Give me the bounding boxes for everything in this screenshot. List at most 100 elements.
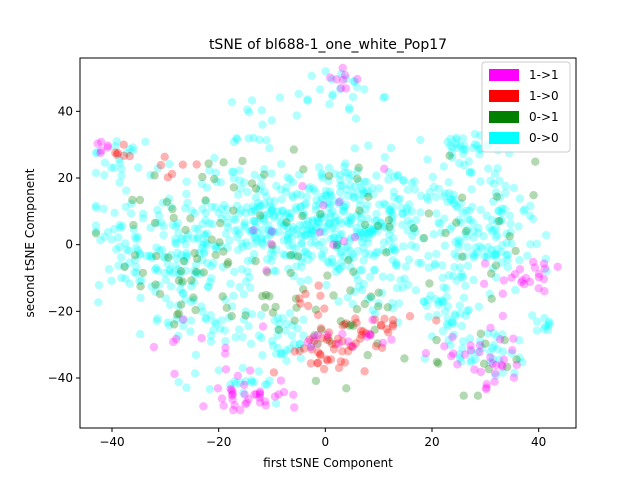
scatter-point xyxy=(197,334,206,343)
scatter-point xyxy=(190,224,200,233)
scatter-point xyxy=(249,133,258,143)
scatter-point xyxy=(383,303,392,312)
scatter-point xyxy=(217,242,226,251)
scatter-point xyxy=(491,252,500,261)
scatter-point xyxy=(311,205,320,215)
scatter-point xyxy=(398,220,407,229)
scatter-point xyxy=(298,211,307,221)
scatter-point xyxy=(541,322,550,331)
scatter-point xyxy=(229,167,238,176)
scatter-point xyxy=(468,218,478,227)
scatter-point xyxy=(508,346,517,355)
scatter-point xyxy=(116,223,125,232)
scatter-point xyxy=(386,206,395,215)
scatter-point xyxy=(228,395,237,404)
scatter-point xyxy=(393,170,402,180)
scatter-point xyxy=(466,347,476,357)
scatter-point xyxy=(398,209,408,218)
scatter-point xyxy=(156,160,166,170)
scatter-point xyxy=(291,294,301,303)
scatter-point xyxy=(390,172,399,182)
scatter-point xyxy=(351,270,361,279)
scatter-point xyxy=(505,232,514,241)
scatter-point xyxy=(134,163,143,172)
scatter-point xyxy=(257,173,266,183)
scatter-point xyxy=(247,376,256,385)
legend-swatch xyxy=(489,90,519,102)
scatter-point xyxy=(227,98,237,107)
scatter-point xyxy=(245,272,254,282)
scatter-point xyxy=(346,263,355,272)
scatter-point xyxy=(174,276,184,285)
scatter-point xyxy=(394,299,404,308)
scatter-point xyxy=(254,367,263,376)
x-tick-label: −40 xyxy=(99,435,124,449)
scatter-point xyxy=(455,301,464,310)
scatter-point xyxy=(112,245,121,254)
scatter-point xyxy=(365,272,375,282)
scatter-point xyxy=(378,272,388,281)
scatter-point xyxy=(497,204,507,213)
scatter-point xyxy=(91,148,101,158)
scatter-point xyxy=(422,193,432,202)
scatter-point xyxy=(313,339,322,348)
scatter-point xyxy=(282,183,291,192)
scatter-point xyxy=(469,226,478,235)
scatter-point xyxy=(321,191,330,200)
scatter-point xyxy=(335,264,344,274)
scatter-point xyxy=(155,289,165,299)
scatter-point xyxy=(362,177,371,187)
scatter-point xyxy=(219,401,228,410)
scatter-point xyxy=(388,322,398,331)
scatter-point xyxy=(445,151,454,160)
scatter-point xyxy=(381,200,390,210)
scatter-point xyxy=(372,209,381,219)
scatter-point xyxy=(178,277,187,286)
scatter-point xyxy=(223,204,232,213)
scatter-point xyxy=(293,252,303,261)
scatter-point xyxy=(439,192,448,201)
scatter-point xyxy=(377,321,386,330)
scatter-point xyxy=(234,190,243,199)
scatter-point xyxy=(475,242,485,251)
scatter-point xyxy=(520,280,529,289)
scatter-point xyxy=(203,240,212,249)
scatter-point xyxy=(473,391,483,400)
scatter-point xyxy=(451,237,460,246)
scatter-point xyxy=(344,346,353,356)
scatter-point xyxy=(387,335,396,344)
scatter-point xyxy=(316,324,326,333)
scatter-point xyxy=(338,321,347,330)
scatter-point xyxy=(428,172,437,182)
scatter-point xyxy=(224,313,234,322)
scatter-point xyxy=(370,265,379,275)
scatter-point xyxy=(336,357,346,366)
scatter-point xyxy=(257,233,267,242)
scatter-point xyxy=(201,208,211,218)
scatter-point xyxy=(200,247,209,256)
scatter-point xyxy=(432,357,442,367)
scatter-point xyxy=(153,314,162,323)
scatter-point xyxy=(247,227,256,236)
scatter-point xyxy=(299,220,308,229)
scatter-point xyxy=(353,74,362,84)
scatter-point xyxy=(257,234,266,244)
scatter-point xyxy=(310,331,319,340)
scatter-point xyxy=(328,92,337,101)
scatter-point xyxy=(540,287,549,296)
scatter-point xyxy=(340,70,350,80)
scatter-point xyxy=(448,153,457,162)
scatter-point xyxy=(111,142,120,151)
scatter-point xyxy=(399,176,408,186)
scatter-point xyxy=(492,224,501,233)
scatter-point xyxy=(407,207,416,216)
scatter-point xyxy=(121,274,130,283)
scatter-point xyxy=(246,366,255,375)
scatter-point xyxy=(335,230,344,240)
scatter-point xyxy=(216,178,225,187)
scatter-point xyxy=(182,251,191,260)
scatter-point xyxy=(304,255,313,264)
scatter-point xyxy=(285,174,295,184)
scatter-point xyxy=(255,387,265,396)
scatter-point xyxy=(211,250,220,260)
